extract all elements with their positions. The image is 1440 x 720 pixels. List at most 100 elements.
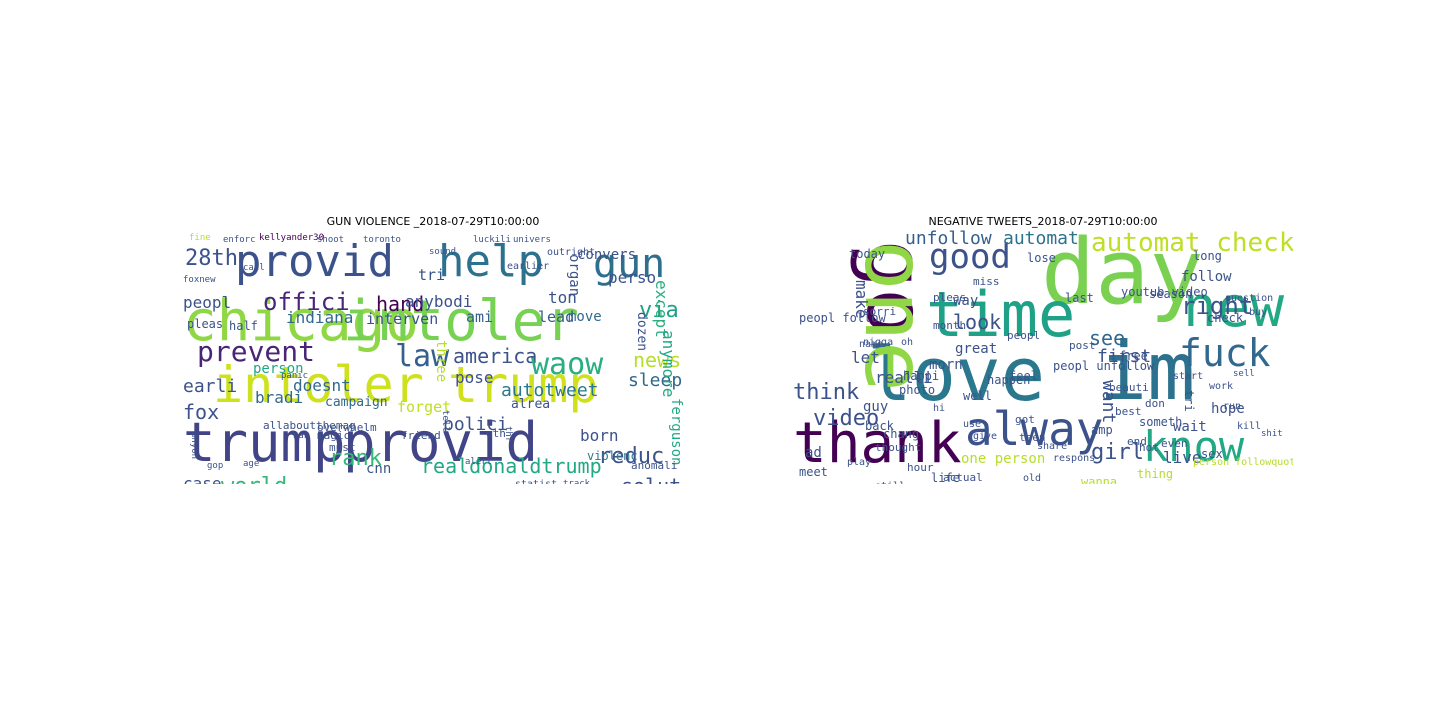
- cloud-word: play: [847, 457, 872, 468]
- cloud-word: post: [1069, 339, 1096, 352]
- cloud-word: time: [926, 278, 1076, 351]
- cloud-word: thank: [793, 411, 962, 476]
- cloud-word: someth: [1139, 415, 1183, 429]
- cloud-word: campaign: [325, 395, 388, 410]
- cloud-word: even: [1161, 437, 1188, 450]
- cloud-word: ami: [466, 308, 494, 326]
- cloud-word: automat check: [1091, 230, 1293, 258]
- cloud-word: happi: [903, 369, 940, 383]
- cloud-word: question: [1225, 293, 1274, 304]
- cloud-word: name: [859, 339, 884, 350]
- cloud-word: thought: [875, 441, 922, 454]
- cloud-word: hand: [376, 292, 425, 316]
- cloud-word: toronto: [363, 235, 401, 245]
- cloud-word: pleas: [187, 317, 224, 331]
- cloud-word: photo: [899, 383, 936, 397]
- cloud-word: automat: [1003, 230, 1079, 249]
- cloud-word: cnn: [366, 461, 392, 477]
- cloud-word: outright: [547, 247, 596, 258]
- cloud-word: hour: [907, 461, 934, 474]
- cloud-word: follow: [1181, 269, 1232, 285]
- cloud-word: sleep: [628, 370, 683, 391]
- cloud-word: intoler: [213, 356, 424, 414]
- cloud-word: life: [931, 471, 960, 484]
- cloud-word: hope: [1211, 401, 1245, 417]
- cloud-word: think: [793, 380, 860, 405]
- cloud-word: back: [865, 419, 894, 433]
- cloud-word: shit: [1261, 429, 1283, 439]
- cloud-word: allaboutthemag: [263, 419, 356, 432]
- cloud-word: three: [433, 340, 449, 383]
- cloud-word: tri: [418, 266, 446, 284]
- cloud-word: alway: [965, 402, 1104, 456]
- cloud-word: alrea: [511, 397, 551, 412]
- cloud-word: last: [1065, 291, 1094, 305]
- cloud-word: shoot: [317, 235, 345, 245]
- cloud-word: tell: [440, 410, 450, 432]
- cloud-word: thing: [1137, 467, 1174, 481]
- cloud-word: free: [1119, 349, 1148, 363]
- cloud-word: world: [221, 476, 287, 485]
- cloud-word: 28th: [185, 246, 238, 271]
- cloud-word: month: [933, 319, 967, 332]
- cloud-word: good: [929, 237, 1011, 277]
- negative-tweets-panel: NEGATIVE TWEETS_2018-07-29T10:00:00 love…: [793, 212, 1293, 484]
- cloud-word: chicago: [183, 289, 420, 354]
- cloud-word: thr: [503, 426, 513, 443]
- cloud-word: dozen: [634, 312, 649, 352]
- cloud-word: lose: [1027, 251, 1056, 265]
- cloud-word: ton: [548, 288, 577, 307]
- cloud-word: lead: [538, 308, 575, 326]
- cloud-word: sorri: [863, 305, 897, 318]
- cloud-word: help: [438, 236, 544, 287]
- cloud-word: sell: [1233, 369, 1255, 379]
- cloud-word: call: [243, 263, 265, 273]
- cloud-word: pose: [455, 368, 494, 387]
- cloud-word: feel: [1009, 369, 1038, 383]
- cloud-word: intoler: [343, 289, 580, 354]
- cloud-word: best: [1115, 405, 1142, 418]
- cloud-word: offici: [263, 288, 350, 316]
- cloud-word: anymore: [659, 330, 678, 398]
- cloud-word: person: [253, 361, 304, 377]
- cloud-word: foxnew: [183, 275, 216, 285]
- cloud-word: way: [953, 293, 979, 309]
- cloud-word: peopl follow: [799, 311, 886, 325]
- cloud-word: oh: [901, 337, 914, 348]
- cloud-word: happen: [987, 373, 1031, 387]
- cloud-word: new: [1183, 275, 1285, 340]
- panel-title: GUN VIOLENCE _2018-07-29T10:00:00: [326, 215, 540, 228]
- cloud-word: hot: [1139, 441, 1159, 454]
- cloud-word: gun: [593, 241, 666, 287]
- cloud-word: enforc: [223, 235, 256, 245]
- cloud-word: morn: [929, 357, 963, 373]
- cloud-word: check: [1207, 311, 1244, 325]
- cloud-word: video: [813, 406, 880, 431]
- cloud-word: old: [1023, 473, 1042, 484]
- cloud-word: gop: [207, 461, 224, 471]
- cloud-word: forget: [397, 398, 452, 416]
- cloud-word: earlier: [507, 261, 550, 272]
- cloud-word: miss: [973, 275, 1000, 288]
- cloud-word: season: [1149, 287, 1193, 301]
- cloud-word: track: [563, 479, 591, 485]
- cloud-word: nigga: [863, 337, 894, 348]
- cloud-word: well: [963, 389, 992, 403]
- cloud-word: ad: [805, 445, 822, 461]
- cloud-word: realdonaldtrump: [421, 454, 602, 478]
- cloud-word: prevent: [197, 335, 316, 368]
- cloud-word: via: [639, 298, 679, 323]
- cloud-word: chang: [883, 427, 920, 441]
- cloud-word: organ: [566, 254, 582, 297]
- cloud-word: amp: [1091, 423, 1113, 437]
- panel-title: NEGATIVE TWEETS_2018-07-29T10:00:00: [928, 215, 1158, 228]
- cloud-word: interven: [366, 310, 439, 328]
- cloud-word: teen: [1019, 431, 1046, 444]
- cloud-word: earli: [183, 376, 238, 397]
- cloud-word: trump: [183, 411, 346, 474]
- cloud-word: still: [875, 482, 905, 485]
- cloud-word: look: [953, 310, 1002, 334]
- cloud-word: provid: [343, 411, 539, 474]
- cloud-word: polici: [443, 414, 509, 435]
- word-cloud: love im day go one time new thank alway know good f…: [793, 230, 1293, 484]
